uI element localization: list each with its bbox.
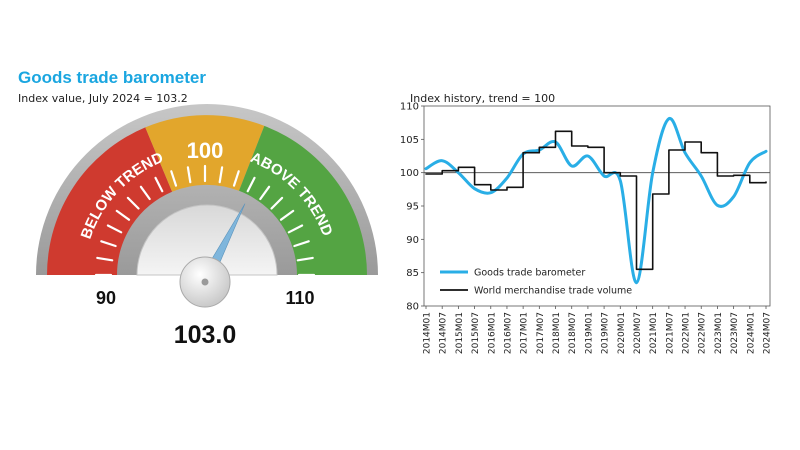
y-tick-label: 100: [400, 168, 419, 179]
gauge-ticks: [94, 164, 316, 277]
x-tick-label: 2017M01: [520, 312, 530, 354]
page-title: Goods trade barometer: [18, 68, 206, 87]
x-tick-label: 2016M01: [487, 312, 497, 354]
x-tick-label: 2014M07: [439, 312, 449, 354]
gauge-tick: [287, 224, 304, 234]
x-tick-label: 2024M07: [763, 312, 773, 354]
gauge-below-trend-band: [47, 127, 173, 276]
gauge-tick: [186, 166, 192, 184]
x-tick-label: 2024M01: [746, 312, 756, 354]
page-subtitle: Index value, July 2024 = 103.2: [18, 92, 188, 105]
gauge-tick: [232, 170, 240, 187]
x-tick-label: 2015M07: [471, 312, 481, 354]
gauge-max-label: 110: [285, 288, 314, 308]
gauge-tick: [170, 170, 178, 187]
gauge-inner-dial: [136, 204, 278, 276]
gauge-min-label: 90: [96, 288, 116, 308]
x-tick-label: 2021M07: [665, 312, 675, 354]
x-tick-label: 2015M01: [455, 312, 465, 354]
gauge-tick: [259, 185, 271, 201]
y-tick-label: 85: [406, 268, 419, 279]
y-tick-label: 110: [400, 102, 419, 113]
x-tick-label: 2023M07: [730, 312, 740, 354]
series-line-barometer: [424, 117, 768, 285]
chart-title: Index history, trend = 100: [410, 92, 555, 105]
x-tick-label: 2020M07: [633, 312, 643, 354]
x-tick-label: 2016M07: [503, 312, 513, 354]
y-tick-label: 95: [406, 202, 419, 213]
legend-label: Goods trade barometer: [474, 268, 585, 279]
gauge-trend-band: [145, 115, 265, 192]
gauge-tick: [296, 256, 314, 262]
gauge-tick: [139, 185, 151, 201]
x-tick-label: 2018M01: [552, 312, 562, 354]
y-tick-label: 105: [400, 135, 419, 146]
legend-label: World merchandise trade volume: [474, 286, 632, 297]
x-tick-label: 2022M01: [682, 312, 692, 354]
gauge-value-readout: 103.0: [174, 321, 237, 349]
x-tick-label: 2019M07: [601, 312, 611, 354]
gauge-tick: [293, 240, 310, 248]
y-tick-label: 80: [406, 302, 419, 313]
x-tick-label: 2014M01: [423, 312, 433, 354]
x-tick-label: 2019M01: [584, 312, 594, 354]
gauge-tick: [270, 196, 284, 210]
x-tick-label: 2017M07: [536, 312, 546, 354]
series-line-trade-volume: [425, 130, 767, 271]
gauge-above-trend-band: [239, 125, 367, 276]
gauge-tick: [100, 240, 117, 248]
gauge-tick: [96, 256, 114, 262]
gauge-tick: [279, 209, 295, 221]
gauge-hub-center: [201, 278, 209, 286]
gauge-tick: [246, 176, 256, 193]
x-tick-label: 2022M07: [698, 312, 708, 354]
x-tick-label: 2023M01: [714, 312, 724, 354]
x-tick-label: 2018M07: [568, 312, 578, 354]
y-tick-label: 90: [406, 235, 419, 246]
x-tick-label: 2021M01: [649, 312, 659, 354]
gauge-tick: [218, 166, 224, 184]
gauge-tick: [115, 209, 131, 221]
gauge-tick: [126, 196, 140, 210]
gauge-tick: [106, 224, 123, 234]
x-tick-label: 2020M01: [617, 312, 627, 354]
gauge-tick: [154, 176, 164, 193]
gauge-center-label: 100: [187, 138, 224, 163]
